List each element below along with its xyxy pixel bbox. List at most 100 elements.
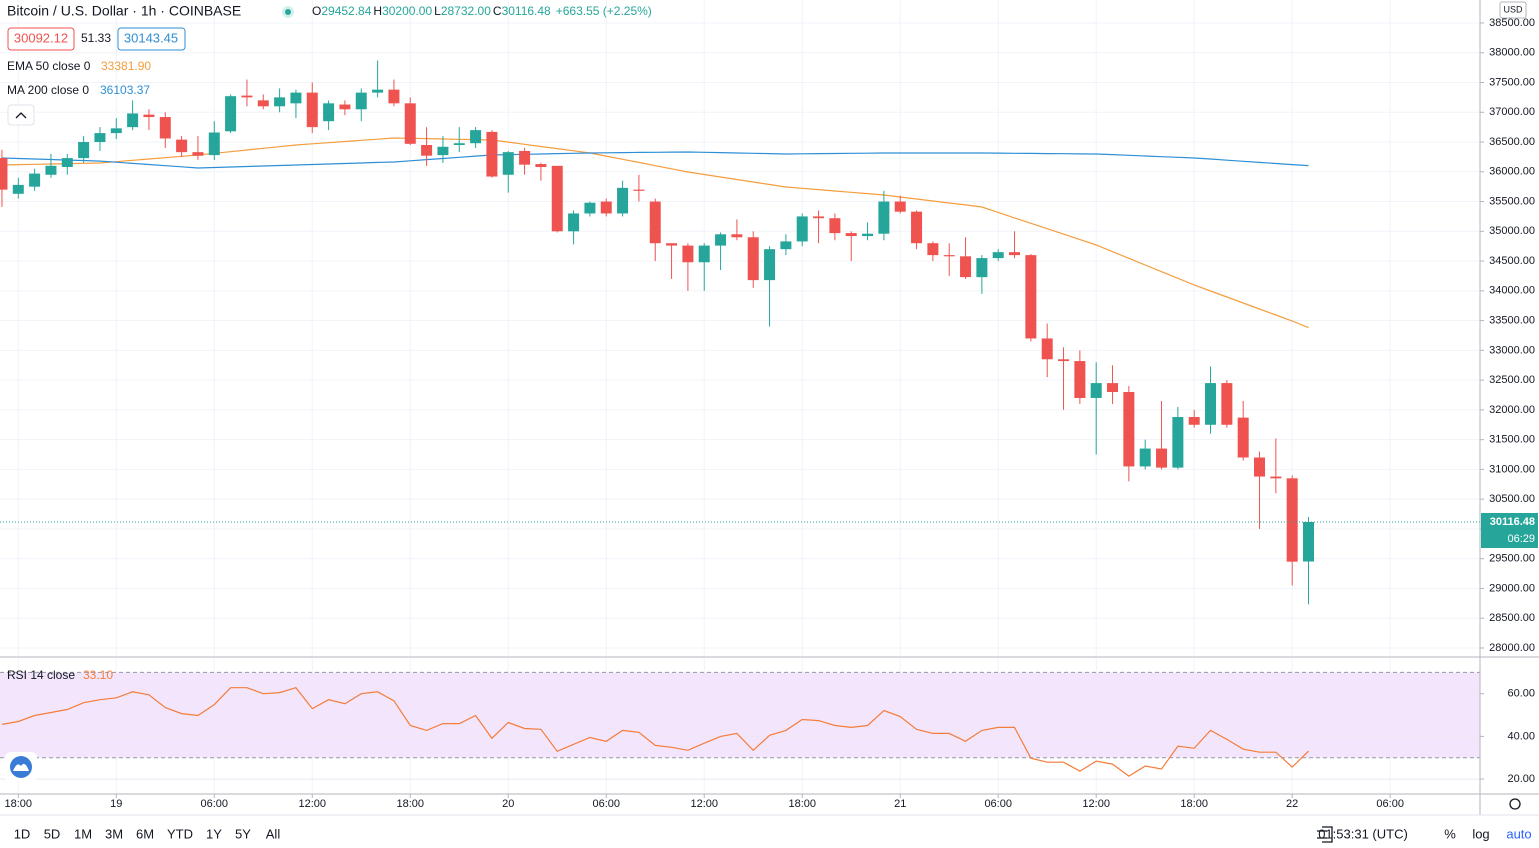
candle-body <box>1270 476 1282 479</box>
collapse-icon <box>15 112 27 119</box>
x-tick-label: 22 <box>1286 798 1298 810</box>
candle-body <box>731 234 743 238</box>
goto-date-icon[interactable] <box>1317 826 1333 843</box>
candle-body <box>992 252 1004 259</box>
clock: 01:53:31 (UTC) <box>1318 826 1408 841</box>
candle-body <box>535 164 547 168</box>
rsi-line <box>1 687 1309 777</box>
spread: 51.33 <box>81 31 111 45</box>
candle-body <box>12 184 24 194</box>
candle-body <box>143 114 155 118</box>
y-tick-label: 35500.00 <box>1489 195 1535 207</box>
indicator-line <box>1 151 1309 169</box>
candle-body <box>878 201 890 234</box>
x-tick-label: 12:00 <box>299 798 327 810</box>
candle-body <box>1058 359 1070 362</box>
candle-body <box>1237 417 1249 458</box>
candle-body <box>470 130 482 144</box>
y-tick-label: 60.00 <box>1507 688 1535 700</box>
x-tick-label: 06:00 <box>201 798 229 810</box>
currency-box[interactable] <box>1499 1 1527 19</box>
ema-legend-value: 33381.90 <box>101 59 151 73</box>
candle-body <box>829 218 841 234</box>
candle-body <box>1205 383 1217 425</box>
x-tick-label: 19 <box>110 798 122 810</box>
logo-mark <box>13 763 29 771</box>
candle-body <box>796 216 808 242</box>
x-tick-label: 06:00 <box>1376 798 1404 810</box>
y-tick-label: 32500.00 <box>1489 374 1535 386</box>
range-button[interactable]: All <box>266 826 281 841</box>
x-tick-label: 12:00 <box>690 798 718 810</box>
candle-body <box>1009 252 1021 256</box>
candle-body <box>780 241 792 250</box>
candle-body <box>1090 383 1102 398</box>
candle-body <box>633 189 645 191</box>
candle-body <box>339 104 351 110</box>
quote-value: 29452.84 <box>321 4 371 18</box>
candle-body <box>682 245 694 263</box>
x-tick-label: 12:00 <box>1082 798 1110 810</box>
candle-body <box>388 89 400 104</box>
y-tick-label: 29500.00 <box>1489 553 1535 565</box>
candle-body <box>568 213 580 232</box>
candle-body <box>715 234 727 246</box>
range-button[interactable]: 6M <box>136 826 154 841</box>
x-tick-label: 06:00 <box>592 798 620 810</box>
candle-body <box>1303 521 1315 562</box>
candle-body <box>617 187 629 214</box>
candle-body <box>323 103 335 122</box>
candle-body <box>404 103 416 144</box>
x-tick-label: 06:00 <box>984 798 1012 810</box>
currency: USD <box>1503 4 1523 14</box>
candle-body <box>600 201 612 214</box>
y-tick-label: 34000.00 <box>1489 285 1535 297</box>
range-button[interactable]: 1M <box>74 826 92 841</box>
rsi-legend-value: 33.10 <box>83 668 113 682</box>
range-button[interactable]: 1D <box>14 826 31 841</box>
quote-value: 28732.00 <box>441 4 491 18</box>
candle-body <box>159 117 171 139</box>
candle-body <box>551 165 563 232</box>
collapse-button[interactable] <box>7 104 35 126</box>
quote-label: H <box>373 4 382 18</box>
candle-body <box>845 233 857 237</box>
candle-body <box>290 92 302 104</box>
range-button[interactable]: 3M <box>105 826 123 841</box>
candle-body <box>208 132 220 156</box>
y-tick-label: 33500.00 <box>1489 315 1535 327</box>
candle-body <box>649 201 661 244</box>
quote-label: O <box>312 4 321 18</box>
candle-body <box>862 233 874 237</box>
range-button[interactable]: 1Y <box>206 826 222 841</box>
settings-icon[interactable] <box>1509 798 1521 810</box>
scale-option[interactable]: auto <box>1506 826 1531 841</box>
range-button[interactable]: 5D <box>44 826 61 841</box>
quote-value: 30116.48 <box>502 4 551 18</box>
range-button[interactable]: YTD <box>167 826 193 841</box>
mark-layer <box>0 60 1480 777</box>
candle-body <box>61 158 73 168</box>
candle-body <box>78 142 90 159</box>
candle-body <box>453 143 465 145</box>
y-tick-label: 28000.00 <box>1489 642 1535 654</box>
bid-price: 30092.12 <box>14 30 68 45</box>
grid-layer <box>0 0 1480 794</box>
y-tick-label: 38000.00 <box>1489 47 1535 59</box>
ask-box <box>117 27 186 51</box>
candle-body <box>176 139 188 153</box>
candle-body <box>306 92 318 128</box>
range-button[interactable]: 5Y <box>235 826 251 841</box>
symbol-title: Bitcoin / U.S. Dollar · 1h · COINBASE <box>7 3 241 19</box>
scale-option[interactable]: % <box>1444 826 1456 841</box>
candle-body <box>29 173 41 187</box>
x-tick-label: 18:00 <box>396 798 424 810</box>
y-tick-label: 35000.00 <box>1489 225 1535 237</box>
candle-body <box>192 152 204 156</box>
candle-body <box>486 131 498 177</box>
candle-body <box>1286 478 1298 562</box>
scale-option[interactable]: log <box>1472 826 1489 841</box>
quote-label: L <box>434 4 441 18</box>
